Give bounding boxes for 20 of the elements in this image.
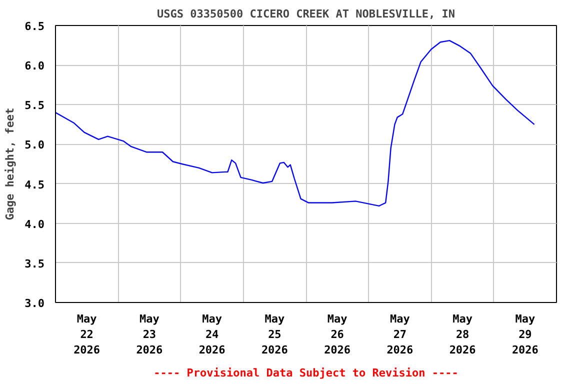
x-tick-label: May 26 2026 — [324, 312, 351, 357]
y-tick-label: 3.0 — [24, 297, 45, 310]
y-tick-label: 4.5 — [24, 178, 45, 192]
y-tick-label: 5.5 — [24, 99, 45, 112]
x-tick-label: May 22 2026 — [74, 312, 100, 357]
x-tick-label: May 28 2026 — [449, 312, 476, 357]
chart-title: USGS 03350500 CICERO CREEK AT NOBLESVILLE, IN — [156, 8, 456, 20]
line-series — [56, 40, 535, 207]
y-tick-label: 6.5 — [24, 20, 45, 33]
x-tick-label: May 24 2026 — [198, 312, 226, 357]
y-tick-label: 5.0 — [24, 138, 45, 152]
x-tick-label: May 29 2026 — [512, 312, 539, 357]
x-tick-label: May 27 2026 — [386, 312, 414, 357]
y-tick-label: 3.5 — [24, 257, 45, 270]
x-tick-label: May 25 2026 — [261, 312, 288, 357]
x-tick-label: May 23 2026 — [136, 312, 164, 357]
y-tick-label: 4.0 — [24, 218, 45, 231]
y-tick-label: 6.0 — [24, 60, 45, 73]
text: ---- Provisional Data Subject to Revision ---- — [154, 366, 458, 380]
y-axis-title: Gage height, feet — [4, 108, 17, 220]
